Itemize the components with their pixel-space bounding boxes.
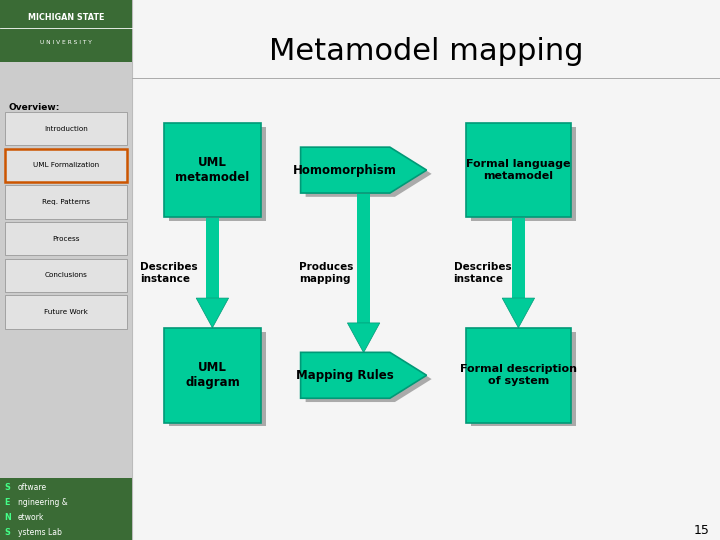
FancyBboxPatch shape xyxy=(0,0,132,540)
Text: Homomorphism: Homomorphism xyxy=(293,164,397,177)
Text: Mapping Rules: Mapping Rules xyxy=(297,369,394,382)
FancyBboxPatch shape xyxy=(512,218,525,298)
FancyBboxPatch shape xyxy=(132,0,720,540)
FancyBboxPatch shape xyxy=(471,332,576,427)
Text: S: S xyxy=(4,483,10,492)
FancyBboxPatch shape xyxy=(5,112,127,145)
Polygon shape xyxy=(347,323,380,353)
Text: ngineering &: ngineering & xyxy=(18,498,68,507)
FancyBboxPatch shape xyxy=(357,194,370,323)
Polygon shape xyxy=(301,353,426,399)
Text: Introduction: Introduction xyxy=(44,125,88,132)
FancyBboxPatch shape xyxy=(467,123,571,217)
FancyBboxPatch shape xyxy=(0,478,132,540)
Text: Formal description
of system: Formal description of system xyxy=(460,364,577,386)
Text: etwork: etwork xyxy=(18,514,45,522)
Text: Describes
instance: Describes instance xyxy=(454,262,511,284)
Text: UML Formalization: UML Formalization xyxy=(33,162,99,168)
Text: oftware: oftware xyxy=(18,483,47,492)
Polygon shape xyxy=(305,356,432,402)
Text: Process: Process xyxy=(52,235,80,242)
FancyBboxPatch shape xyxy=(168,126,266,221)
FancyBboxPatch shape xyxy=(5,185,127,219)
FancyBboxPatch shape xyxy=(471,126,576,221)
FancyBboxPatch shape xyxy=(0,0,132,62)
Text: Future Work: Future Work xyxy=(44,309,88,315)
Text: ystems Lab: ystems Lab xyxy=(18,529,62,537)
FancyBboxPatch shape xyxy=(163,123,261,217)
FancyBboxPatch shape xyxy=(163,328,261,422)
FancyBboxPatch shape xyxy=(5,295,127,329)
Polygon shape xyxy=(196,298,229,328)
FancyBboxPatch shape xyxy=(5,259,127,292)
Text: 15: 15 xyxy=(693,524,709,537)
Text: UML
metamodel: UML metamodel xyxy=(175,156,250,184)
FancyBboxPatch shape xyxy=(467,328,571,422)
Text: Conclusions: Conclusions xyxy=(45,272,87,279)
Text: Produces
mapping: Produces mapping xyxy=(299,262,354,284)
Text: Describes
instance: Describes instance xyxy=(140,262,198,284)
Text: Formal language
metamodel: Formal language metamodel xyxy=(466,159,571,181)
Text: U N I V E R S I T Y: U N I V E R S I T Y xyxy=(40,40,91,45)
Polygon shape xyxy=(305,151,432,197)
Text: UML
diagram: UML diagram xyxy=(185,361,240,389)
Text: MICHIGAN STATE: MICHIGAN STATE xyxy=(27,13,104,22)
FancyBboxPatch shape xyxy=(5,222,127,255)
FancyBboxPatch shape xyxy=(168,332,266,427)
Text: S: S xyxy=(4,529,10,537)
Text: Overview:: Overview: xyxy=(9,104,60,112)
Text: Metamodel mapping: Metamodel mapping xyxy=(269,37,583,66)
Text: N: N xyxy=(4,514,11,522)
Text: Req. Patterns: Req. Patterns xyxy=(42,199,90,205)
FancyBboxPatch shape xyxy=(5,148,127,182)
Text: E: E xyxy=(4,498,9,507)
Polygon shape xyxy=(301,147,426,193)
FancyBboxPatch shape xyxy=(206,218,219,298)
Polygon shape xyxy=(503,298,534,328)
